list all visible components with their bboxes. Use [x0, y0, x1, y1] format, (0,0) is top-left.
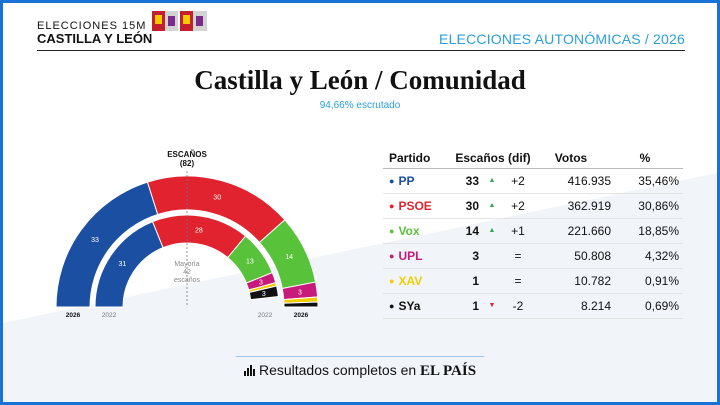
party-dot-icon: ●	[389, 250, 395, 261]
seat-label-2022-pp: 31	[118, 261, 126, 268]
seat-label-2022-psoe: 28	[195, 227, 203, 234]
seats-diff-cell: -2	[505, 293, 531, 319]
page-title: Castilla y León / Comunidad	[194, 65, 526, 95]
trend-arrow-icon: ▼	[479, 293, 505, 319]
castle-lion-logo-icon	[151, 9, 209, 33]
trend-arrow-icon: ▲	[479, 168, 505, 194]
seat-label-2022-upl: 3	[259, 280, 263, 287]
votes-cell: 221.660	[531, 218, 611, 244]
seats-cell: 33	[455, 168, 479, 194]
votes-cell: 8.214	[531, 293, 611, 319]
majority-value: 42	[183, 269, 191, 276]
pct-cell: 18,85%	[611, 218, 683, 244]
inner-year-right: 2022	[258, 312, 273, 319]
pct-cell: 0,91%	[611, 268, 683, 294]
header-pct: %	[611, 148, 683, 169]
party-cell: ● Vox	[383, 218, 455, 244]
pct-cell: 4,32%	[611, 243, 683, 269]
seat-label-2022-vox: 13	[246, 258, 254, 265]
seats-cell: 3	[455, 243, 479, 269]
seat-label-2026-psoe: 30	[213, 195, 221, 202]
votes-cell: 10.782	[531, 268, 611, 294]
party-name: UPL	[398, 248, 423, 263]
header-divider	[37, 50, 685, 51]
full-results-link[interactable]: Resultados completos en EL PAÍS	[236, 362, 484, 380]
party-dot-icon: ●	[389, 300, 395, 311]
table-row: ● PSOE 30 ▲ +2 362.919 30,86%	[383, 193, 683, 219]
votes-cell: 362.919	[531, 193, 611, 219]
seat-label-2026-vox: 14	[285, 254, 293, 261]
brand-line-1: ELECCIONES 15M	[37, 20, 147, 32]
results-table: Partido Escaños (dif) Votos % ● PP 33 ▲ +2 41…	[383, 148, 683, 319]
seat-label-2026-upl: 3	[298, 289, 302, 296]
inner-year-left: 2022	[102, 312, 117, 319]
party-name: PP	[398, 173, 415, 188]
seats-diff-cell: =	[505, 268, 531, 294]
seats-label: ESCAÑOS	[167, 150, 207, 159]
seats-cell: 14	[455, 218, 479, 244]
trend-arrow-icon	[479, 268, 505, 294]
table-row: ● Vox 14 ▲ +1 221.660 18,85%	[383, 218, 683, 244]
party-cell: ● PP	[383, 168, 455, 194]
seat-label-2026-pp: 33	[91, 237, 99, 244]
election-brand: ELECCIONES 15M CASTILLA Y LEÓN	[37, 20, 152, 46]
seat-arc-2026-sya	[283, 301, 319, 308]
brand-line-2: CASTILLA Y LEÓN	[37, 31, 153, 46]
seat-arc-2022-sya	[248, 285, 279, 301]
seats-diff-cell: +2	[505, 193, 531, 219]
trend-arrow-icon: ▲	[479, 218, 505, 244]
majority-unit: escaños	[174, 277, 201, 284]
party-dot-icon: ●	[389, 200, 395, 211]
party-cell: ● PSOE	[383, 193, 455, 219]
footer-text: Resultados completos en	[258, 362, 417, 378]
header-votes: Votos	[531, 148, 611, 169]
seats-diff-cell: =	[505, 243, 531, 269]
pct-cell: 35,46%	[611, 168, 683, 194]
majority-label: Mayoría	[174, 261, 199, 268]
seats-cell: 1	[455, 268, 479, 294]
party-cell: ● SYa	[383, 293, 455, 319]
bar-chart-icon	[243, 365, 255, 376]
party-dot-icon: ●	[389, 175, 395, 186]
pct-cell: 0,69%	[611, 293, 683, 319]
footer-divider	[236, 356, 484, 357]
section-title: ELECCIONES AUTONÓMICAS / 2026	[439, 31, 685, 47]
results-card: ELECCIONES 15M CASTILLA Y LEÓN ELECCIONE…	[3, 3, 717, 402]
el-pais-logo: EL PAÍS	[420, 363, 477, 379]
trend-arrow-icon: ▲	[479, 193, 505, 219]
table-row: ● XAV 1 = 10.782 0,91%	[383, 268, 683, 294]
pct-cell: 30,86%	[611, 193, 683, 219]
party-cell: ● UPL	[383, 243, 455, 269]
seat-label-2022-sya: 3	[262, 291, 266, 298]
party-name: PSOE	[398, 198, 432, 213]
party-name: XAV	[398, 273, 423, 288]
party-dot-icon: ●	[389, 275, 395, 286]
trend-arrow-icon	[479, 243, 505, 269]
seats-diff-cell: +2	[505, 168, 531, 194]
party-dot-icon: ●	[389, 225, 395, 236]
table-header-row: Partido Escaños (dif) Votos %	[383, 148, 683, 169]
party-name: Vox	[398, 223, 420, 238]
header-party: Partido	[383, 148, 455, 169]
votes-cell: 50.808	[531, 243, 611, 269]
seats-cell: 30	[455, 193, 479, 219]
seats-diff-cell: +1	[505, 218, 531, 244]
seats-total: (82)	[180, 159, 195, 168]
outer-year-right: 2026	[294, 312, 309, 319]
table-row: ● SYa 1 ▼ -2 8.214 0,69%	[383, 293, 683, 319]
seat-arc-2022-psoe	[151, 214, 247, 259]
party-name: SYa	[398, 298, 421, 313]
scrutiny-status: 94,66% escrutado	[319, 100, 401, 111]
seats-cell: 1	[455, 293, 479, 319]
header-seats: Escaños (dif)	[455, 148, 531, 169]
table-row: ● UPL 3 = 50.808 4,32%	[383, 243, 683, 269]
outer-year-left: 2026	[66, 312, 81, 319]
party-cell: ● XAV	[383, 268, 455, 294]
votes-cell: 416.935	[531, 168, 611, 194]
table-row: ● PP 33 ▲ +2 416.935 35,46%	[383, 168, 683, 194]
